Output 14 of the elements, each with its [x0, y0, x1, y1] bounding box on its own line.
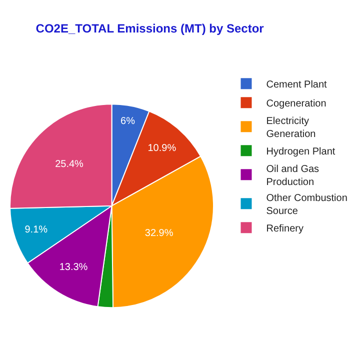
- data-label: 10.9%: [148, 143, 176, 154]
- legend-label: Hydrogen Plant: [266, 146, 336, 158]
- legend-label: Cogeneration: [266, 98, 326, 110]
- data-label: 9.1%: [24, 224, 48, 236]
- data-label: 13.3%: [59, 262, 88, 273]
- legend-label: Refinery: [266, 224, 304, 234]
- legend-label: Electricity Generation: [266, 116, 316, 140]
- chart-title: CO2E_TOTAL Emissions (MT) by Sector: [36, 21, 264, 36]
- data-label: 6%: [120, 116, 136, 128]
- data-label: 25.4%: [55, 158, 84, 170]
- data-label: 32.9%: [144, 228, 174, 239]
- legend-label: Oil and Gas Production: [266, 164, 320, 188]
- legend-label: Cement Plant: [266, 80, 328, 90]
- legend-label: Other Combustion Source: [266, 193, 348, 217]
